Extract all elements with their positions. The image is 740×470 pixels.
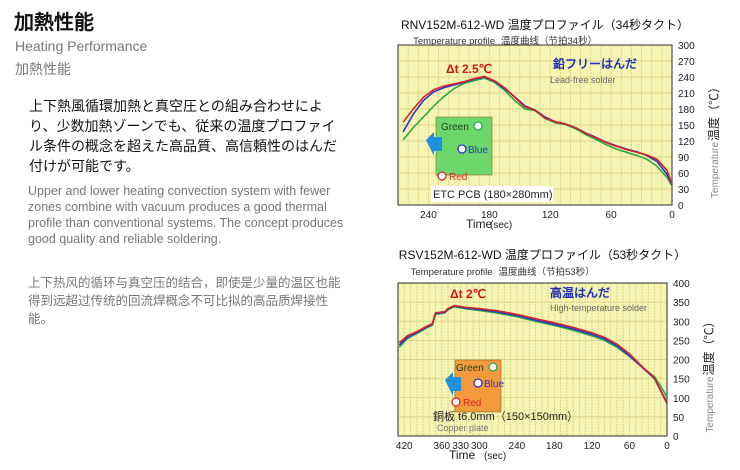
y-tick-label: 90 xyxy=(678,153,690,164)
y-tick-label: 120 xyxy=(678,137,695,148)
series-line-red xyxy=(398,304,668,403)
legend-red-label: Red xyxy=(463,398,481,409)
chart-subtitle-zh: 温度曲线（节拍53秒） xyxy=(499,266,595,278)
y-axis-label-en: Temperature xyxy=(710,141,721,198)
y-tick-label: 270 xyxy=(678,57,695,68)
x-tick-label: 60 xyxy=(624,441,636,452)
arrow-icon xyxy=(426,132,442,156)
legend-green-label: Green xyxy=(456,363,484,374)
y-tick-label: 150 xyxy=(678,121,695,132)
section-title: 加熱性能 xyxy=(14,12,94,34)
legend-red-label: Red xyxy=(449,172,467,183)
x-tick-label: 360 xyxy=(433,441,450,452)
section-subtitle-ja: 加熱性能 xyxy=(15,61,71,77)
x-tick-label: 0 xyxy=(669,210,675,221)
y-tick-label: 150 xyxy=(673,375,690,386)
chart-subtitle-zh: 温度曲线（节拍34秒） xyxy=(501,35,597,47)
chart-title: RSV152M-612-WD 温度プロファイル（53秒タクト） xyxy=(399,247,686,262)
solder-type-label: 高温はんだ xyxy=(550,285,610,300)
solder-type-label: 鉛フリーはんだ xyxy=(552,56,637,71)
y-tick-label: 350 xyxy=(673,298,690,309)
y-tick-label: 0 xyxy=(673,432,679,443)
pcb-label: 銅板 t6.0mm（150×150mm） xyxy=(433,409,578,423)
solder-type-label-en: High-temperature solder xyxy=(550,303,647,313)
y-tick-label: 240 xyxy=(678,73,695,84)
chart-subtitle-en: Temperature profile xyxy=(413,36,495,47)
legend-blue-marker xyxy=(473,378,483,388)
y-axis-label-en: Temperature xyxy=(705,376,716,433)
x-tick-label: 60 xyxy=(606,210,618,221)
legend-blue-label: Blue xyxy=(468,145,488,156)
y-tick-label: 250 xyxy=(673,336,690,347)
description-chinese: 上下热风的循环与真空压的结合，即使是少量的温区也能得到远超过传统的回流焊概念不可… xyxy=(28,276,341,326)
plot-frame xyxy=(397,282,668,437)
y-tick-label: 50 xyxy=(673,413,685,424)
y-tick-label: 210 xyxy=(678,89,695,100)
chart-title: RNV152M-612-WD 温度プロファイル（34秒タクト） xyxy=(401,17,689,32)
x-tick-label: 420 xyxy=(396,441,413,452)
x-tick-label: 120 xyxy=(584,441,601,452)
y-tick-label: 180 xyxy=(678,105,695,116)
y-tick-label: 300 xyxy=(673,317,690,328)
section-subtitle-en: Heating Performance xyxy=(15,38,148,54)
series-line-red xyxy=(402,75,673,184)
x-tick-label: 0 xyxy=(664,441,670,452)
pcb-label: ETC PCB (180×280mm) xyxy=(433,189,553,201)
delta-t-annotation: Δt 2℃ xyxy=(450,287,486,301)
x-tick-label: 240 xyxy=(509,441,526,452)
legend-green-label: Green xyxy=(441,122,469,133)
x-axis-unit: (sec) xyxy=(490,220,512,231)
x-tick-label: 120 xyxy=(542,210,559,221)
y-tick-label: 60 xyxy=(678,169,690,180)
y-tick-label: 200 xyxy=(673,356,690,367)
pcb-label-en: Copper plate xyxy=(437,423,489,433)
pcb-label-background xyxy=(431,186,553,202)
legend-blue-marker xyxy=(457,144,467,154)
y-tick-label: 0 xyxy=(678,201,684,212)
x-axis-unit: (sec) xyxy=(484,451,506,462)
y-tick-label: 30 xyxy=(678,185,690,196)
solder-type-label-en: Lead-free solder xyxy=(550,75,616,85)
delta-t-annotation: Δt 2.5℃ xyxy=(446,62,492,76)
x-tick-label: 330 xyxy=(452,441,469,452)
description-japanese: 上下熱風循環加熱と真空圧との組み合わせにより、少数加熱ゾーンでも、従来の温度プロ… xyxy=(29,98,337,174)
legend-red-marker xyxy=(437,171,447,181)
plot-frame xyxy=(397,44,673,206)
legend-red-marker xyxy=(451,397,461,407)
y-axis-label-ja: 温度（℃） xyxy=(701,315,716,375)
y-tick-label: 300 xyxy=(678,41,695,52)
y-tick-label: 400 xyxy=(673,279,690,290)
y-tick-label: 100 xyxy=(673,394,690,405)
x-tick-label: 300 xyxy=(471,441,488,452)
arrow-icon xyxy=(445,372,461,396)
legend-blue-label: Blue xyxy=(484,379,504,390)
x-axis-label: Time xyxy=(466,217,493,231)
y-axis-label-ja: 温度（℃） xyxy=(706,81,721,141)
x-tick-label: 180 xyxy=(481,210,498,221)
legend-green-marker xyxy=(473,121,483,131)
x-tick-label: 180 xyxy=(546,441,563,452)
x-axis-label: Time xyxy=(449,448,476,462)
legend-green-marker xyxy=(488,362,498,372)
x-tick-label: 240 xyxy=(420,210,437,221)
description-english: Upper and lower heating convection syste… xyxy=(28,184,344,246)
chart-subtitle-en: Temperature profile xyxy=(411,267,493,278)
